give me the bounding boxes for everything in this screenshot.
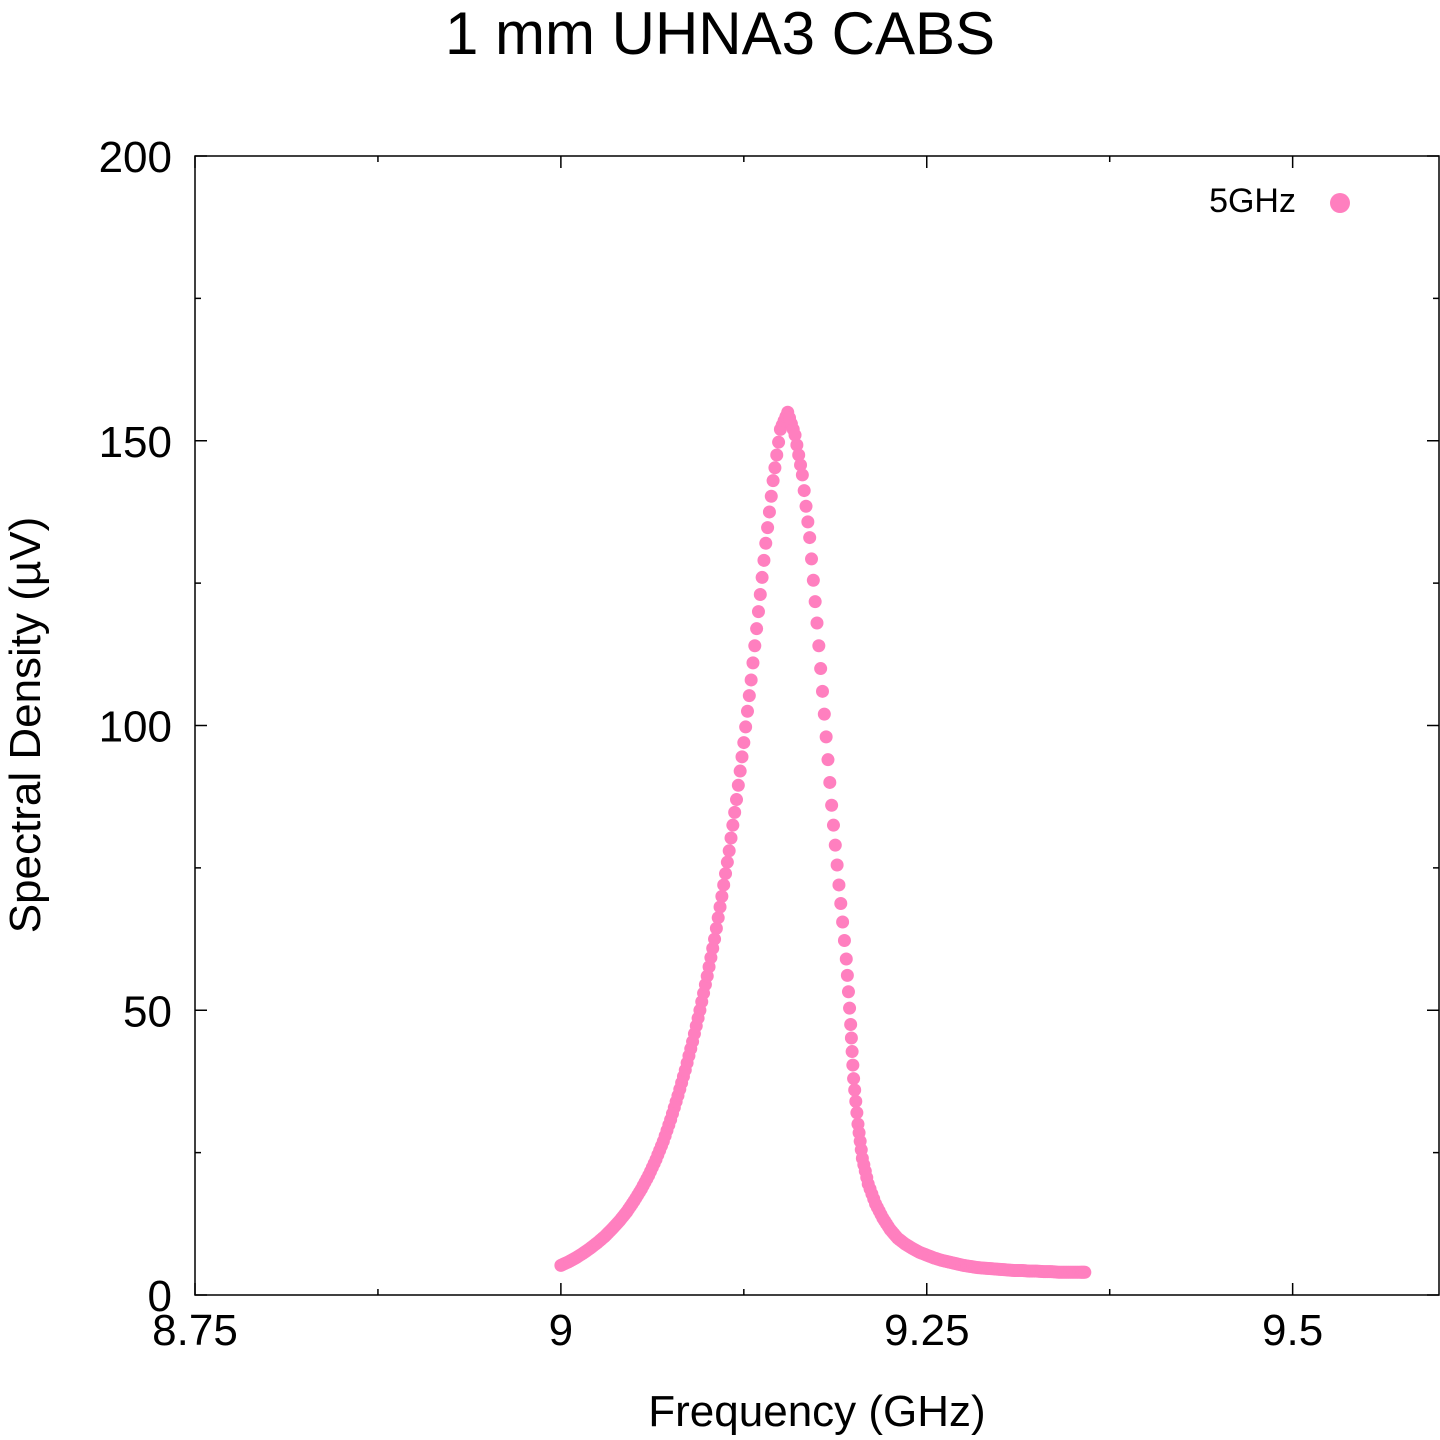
data-point-interp — [726, 818, 740, 832]
data-point — [766, 474, 780, 488]
data-point — [847, 1072, 861, 1086]
data-point-interp — [801, 515, 815, 529]
x-tick-label: 8.75 — [152, 1306, 238, 1355]
data-point-interp — [844, 1031, 858, 1045]
data-point — [839, 952, 853, 966]
data-point — [744, 673, 758, 687]
data-point-interp — [724, 831, 738, 845]
y-axis-label: Spectral Density (µV) — [1, 517, 50, 934]
data-point-interp — [806, 573, 820, 587]
data-point-interp — [764, 489, 778, 503]
data-point-interp — [797, 484, 811, 498]
data-point-interp — [821, 753, 835, 767]
data-point-interp — [753, 588, 767, 602]
data-point — [832, 878, 846, 892]
data-point — [844, 1017, 858, 1031]
data-point-interp — [794, 458, 808, 472]
data-point-interp — [713, 900, 727, 914]
data-point — [751, 605, 765, 619]
x-tick-label: 9.5 — [1262, 1306, 1323, 1355]
data-point-interp — [757, 553, 771, 567]
data-point-interp — [761, 521, 775, 535]
x-tick-label: 9.25 — [884, 1306, 970, 1355]
data-point-interp — [812, 639, 826, 653]
data-point-interp — [720, 855, 734, 869]
data-point-interp — [709, 921, 723, 935]
data-point-interp — [826, 818, 840, 832]
data-point — [795, 468, 809, 482]
data-point — [715, 889, 729, 903]
data-point — [737, 736, 751, 750]
data-point-interp — [815, 684, 829, 698]
data-point-interp — [799, 499, 813, 513]
data-point-interp — [750, 622, 764, 636]
legend-label-5ghz: 5GHz — [1209, 182, 1296, 220]
data-point-interp — [755, 570, 769, 584]
data-point — [825, 798, 839, 812]
data-point-interp — [740, 704, 754, 718]
data-point-interp — [768, 461, 782, 475]
data-point-interp — [728, 805, 742, 819]
data-point-interp — [792, 448, 806, 462]
x-axis-label: Frequency (GHz) — [648, 1387, 985, 1436]
data-point-interp — [717, 878, 731, 892]
data-point-interp — [770, 448, 784, 462]
data-point — [722, 844, 736, 858]
data-point-interp — [748, 639, 762, 653]
data-point-interp — [845, 1045, 859, 1059]
data-point-interp — [830, 858, 844, 872]
y-tick-label: 0 — [148, 1272, 172, 1321]
data-point — [759, 536, 773, 550]
data-point-interp — [834, 896, 848, 910]
y-axis: 0 50 100 150 200 — [99, 133, 1439, 1321]
data-point-interp — [841, 985, 855, 999]
y-tick-label: 50 — [123, 987, 172, 1036]
y-tick-label: 200 — [99, 133, 172, 182]
data-point-interp — [735, 750, 749, 764]
data-point-interp — [837, 933, 851, 947]
data-point-interp — [733, 764, 747, 778]
data-point-interp — [711, 911, 725, 925]
data-point-interp — [823, 775, 837, 789]
data-point-interp — [848, 1083, 862, 1097]
data-point — [810, 616, 824, 630]
data-point-interp — [849, 1094, 863, 1108]
data-point-interp — [805, 552, 819, 566]
y-tick-label: 100 — [99, 703, 172, 752]
data-point-interp — [846, 1058, 860, 1072]
plot-frame — [194, 155, 1440, 1296]
data-point-interp — [843, 1001, 857, 1015]
data-point-interp — [836, 915, 850, 929]
data-point-interp — [850, 1106, 864, 1120]
data-point-interp — [742, 689, 756, 703]
data-point — [1078, 1265, 1092, 1279]
data-point-interp — [828, 838, 842, 852]
data-points — [554, 405, 1092, 1279]
legend-marker-5ghz — [1330, 193, 1350, 213]
legend: 5GHz — [1209, 182, 1350, 220]
data-point-interp — [746, 656, 760, 670]
data-point-interp — [819, 730, 833, 744]
data-point-interp — [790, 438, 804, 452]
data-point — [817, 707, 831, 721]
data-point-interp — [772, 435, 786, 449]
data-point — [730, 793, 744, 807]
data-point-interp — [731, 778, 745, 792]
data-point-interp — [762, 505, 776, 519]
y-tick-label: 150 — [99, 418, 172, 467]
data-point — [803, 531, 817, 545]
data-point — [708, 932, 722, 946]
x-axis: 8.75 9 9.25 9.5 — [152, 156, 1323, 1355]
data-point-interp — [808, 595, 822, 609]
x-tick-label: 9 — [549, 1306, 573, 1355]
data-point-interp — [814, 662, 828, 676]
chart-title: 1 mm UHNA3 CABS — [445, 0, 995, 67]
data-point — [788, 428, 802, 442]
data-point-interp — [719, 867, 733, 881]
data-point-interp — [739, 720, 753, 734]
data-point-interp — [840, 968, 854, 982]
